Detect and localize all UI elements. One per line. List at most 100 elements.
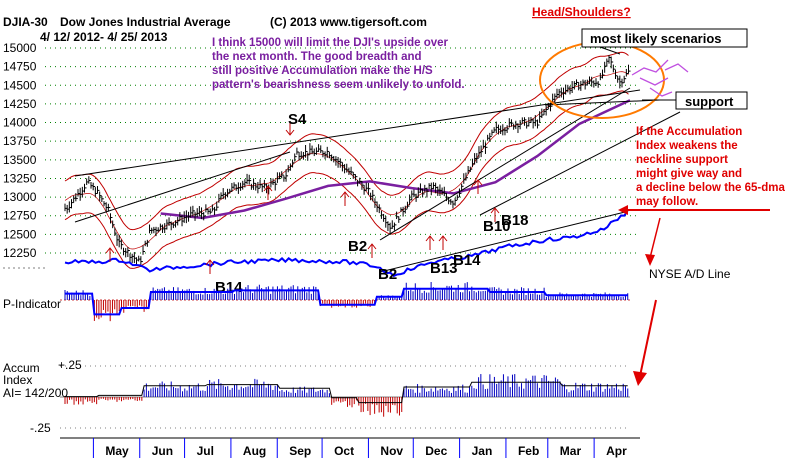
accum-ma	[65, 381, 628, 404]
scenario-arrow-up	[631, 59, 669, 76]
y-tick-label: 14500	[3, 78, 37, 92]
accum-dotted-refs	[60, 365, 630, 429]
month-label: Aug	[243, 444, 266, 458]
x-axis-months: May Jun Jul Aug Sep Oct Nov Dec Jan Feb Mar Apr	[92, 438, 627, 458]
buy-signal-arrowhead	[438, 235, 448, 242]
warning-block: If the Accumulation Index weakens the ne…	[636, 126, 786, 208]
ad-pointer-line	[649, 217, 661, 259]
buy-signal-arrowhead	[205, 259, 215, 266]
ad-line	[64, 209, 629, 278]
most-likely-arrow	[599, 46, 621, 55]
buy-signal-arrowhead	[105, 247, 115, 254]
y-tick-label: 12500	[3, 227, 37, 241]
buy-signal-arrowhead	[367, 243, 377, 250]
month-label: Dec	[425, 444, 447, 458]
ad-pointer-arrowhead	[645, 254, 655, 266]
y-axis-tick-labels: 15000 14750 14500 14250 14000 13750 13500 13250…	[3, 41, 45, 269]
accum-label-3: AI= 142/200	[3, 386, 68, 400]
trendline-lower-left	[74, 151, 291, 223]
chart-symbol: DJIA-30	[3, 15, 48, 29]
month-label: Sep	[289, 444, 311, 458]
warning-line: If the Accumulation	[636, 126, 742, 138]
y-tick-label: 12750	[3, 209, 37, 223]
chart-copyright: (C) 2013 www.tigersoft.com	[270, 15, 427, 29]
month-label: Jun	[152, 444, 173, 458]
signal-s4: S4	[288, 111, 307, 128]
signal-arrows	[105, 121, 500, 274]
p-indicator-line	[65, 287, 628, 316]
y-tick-label: 13500	[3, 153, 37, 167]
chart-date-range: 4/ 12/ 2012- 4/ 25/ 2013	[40, 30, 168, 44]
support-label: support	[685, 94, 734, 109]
commentary-line: still positive Accumulation make the H/S	[212, 65, 433, 77]
month-label: Mar	[560, 444, 582, 458]
most-likely-box	[581, 28, 748, 48]
y-tick-label: 15000	[3, 41, 37, 55]
y-tick-label: 14000	[3, 116, 37, 130]
y-tick-label: 13000	[3, 190, 37, 204]
y-tick-label: 14250	[3, 97, 37, 111]
upper-band	[64, 51, 629, 231]
accum-ma-line	[65, 381, 628, 404]
month-label: Jan	[472, 444, 493, 458]
buy-signal-arrowhead	[490, 207, 500, 214]
ma65-line-group	[160, 99, 631, 220]
month-label: Jul	[197, 444, 214, 458]
buy-signal-arrowhead	[473, 179, 483, 186]
accum-bottom-label: -.25	[30, 421, 51, 435]
sell-signal-arrowhead	[285, 129, 295, 136]
lower-band	[64, 90, 629, 269]
accum-label-2: Index	[3, 373, 32, 387]
trendline-up-1	[379, 87, 631, 241]
warning-line: Index weakens the	[636, 140, 738, 152]
month-label: May	[105, 444, 129, 458]
trendline-up-2	[479, 111, 681, 216]
commentary-line: the next month. The good breadth and	[212, 51, 422, 63]
scenario-arrow-right	[664, 63, 689, 73]
most-likely-label: most likely scenarios	[590, 31, 722, 46]
warning-line: neckline support	[636, 154, 728, 166]
month-label: Apr	[606, 444, 627, 458]
price-bars	[64, 54, 631, 267]
signal-b2-upper: B2	[348, 238, 367, 255]
y-tick-label: 13250	[3, 171, 37, 185]
chart-name: Dow Jones Industrial Average	[60, 15, 231, 29]
signal-b2-lower: B2	[378, 266, 397, 283]
commentary-block: I think 15000 will limit the DJI's upsid…	[212, 37, 465, 91]
signal-b14-right: B14	[453, 252, 481, 269]
p-indicator-label: P-Indicator	[3, 297, 61, 311]
month-label: Oct	[334, 444, 354, 458]
accum-pointer-arrowhead	[633, 371, 647, 386]
month-label: Nov	[380, 444, 403, 458]
accum-bars	[64, 374, 629, 417]
buy-signal-arrowhead	[340, 191, 350, 198]
month-label: Feb	[518, 444, 539, 458]
accum-top-label: +.25	[58, 358, 82, 372]
accum-label-1: Accum	[3, 361, 40, 375]
warning-line: a decline below the 65-dma	[636, 182, 786, 194]
signal-b13: B13	[430, 260, 458, 277]
scenario-arrow-low	[649, 87, 673, 97]
buy-signal-arrowhead	[263, 185, 273, 192]
signal-b10: B10	[483, 218, 511, 235]
ma65-line	[160, 99, 631, 220]
y-tick-label: 12250	[3, 246, 37, 260]
neckline-line	[544, 99, 661, 106]
commentary-line: I think 15000 will limit the DJI's upsid…	[212, 37, 449, 49]
ad-line-label: NYSE A/D Line	[649, 267, 731, 281]
p-indicator-ma	[65, 287, 628, 316]
ad-line-group	[64, 209, 629, 278]
accum-pointer-line	[639, 299, 657, 377]
buy-signal-arrowhead	[425, 235, 435, 242]
trendlines	[74, 87, 681, 273]
warning-line: may follow.	[636, 196, 698, 208]
y-tick-label: 14750	[3, 60, 37, 74]
signal-b18: B18	[501, 212, 529, 229]
warning-level-arrowhead	[618, 205, 628, 215]
scenario-arrows	[631, 59, 689, 97]
middle-band	[64, 71, 629, 250]
y-tick-label: 13750	[3, 134, 37, 148]
trendline-ad	[379, 211, 626, 273]
trendline-upper-left	[74, 89, 641, 177]
